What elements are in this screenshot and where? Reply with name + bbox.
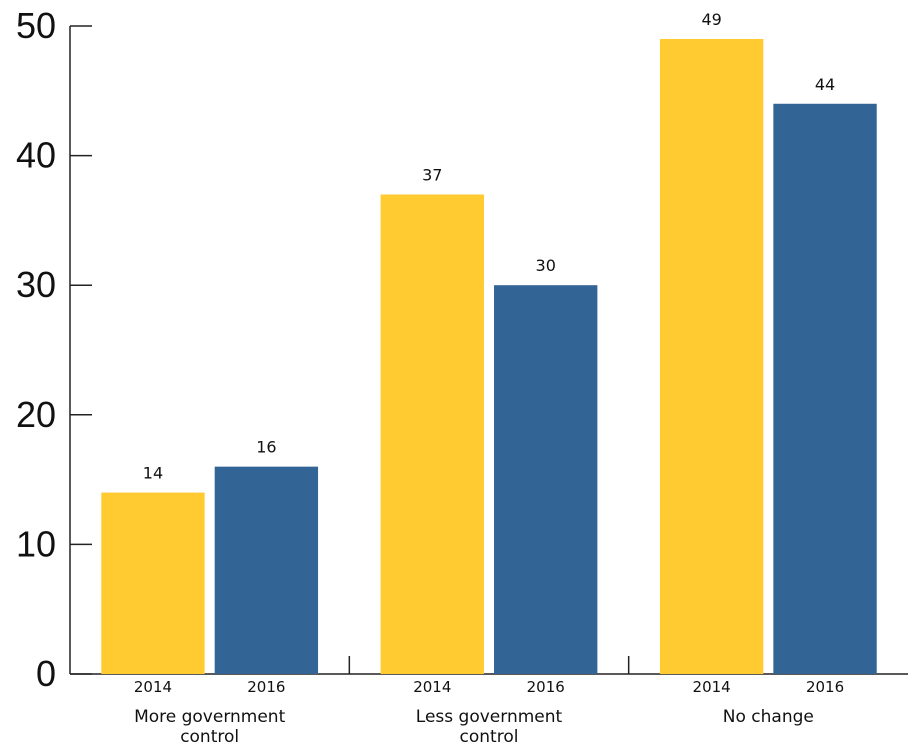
data-label: 49 (701, 10, 721, 29)
y-tick-label: 20 (16, 394, 56, 435)
bar-2014 (659, 38, 764, 674)
data-label: 14 (143, 464, 163, 483)
data-label: 37 (422, 165, 442, 184)
x-category-label: control (180, 727, 239, 747)
x-subcategory-label: 2014 (413, 678, 451, 696)
x-subcategory-label: 2016 (527, 678, 565, 696)
y-tick-label: 30 (16, 264, 56, 305)
bar-2016 (214, 466, 319, 674)
bar-2016 (494, 285, 598, 674)
y-tick-label: 40 (16, 135, 56, 176)
x-category-label: Less government (416, 707, 563, 727)
x-subcategory-label: 2014 (134, 678, 172, 696)
x-category-label: control (460, 727, 519, 747)
x-category-label: More government (134, 707, 286, 727)
y-tick-label: 50 (16, 5, 56, 46)
data-label: 30 (536, 256, 556, 275)
bar-2014 (380, 194, 484, 675)
x-subcategory-label: 2016 (806, 678, 844, 696)
x-subcategory-label: 2016 (247, 678, 285, 696)
bar-2014 (101, 492, 205, 674)
x-subcategory-label: 2014 (693, 678, 731, 696)
bar-2016 (773, 103, 877, 674)
y-tick-label: 10 (16, 523, 56, 564)
x-category-label: No change (723, 707, 814, 727)
data-label: 16 (256, 438, 276, 457)
data-label: 44 (815, 75, 835, 94)
y-tick-label: 0 (36, 653, 56, 694)
